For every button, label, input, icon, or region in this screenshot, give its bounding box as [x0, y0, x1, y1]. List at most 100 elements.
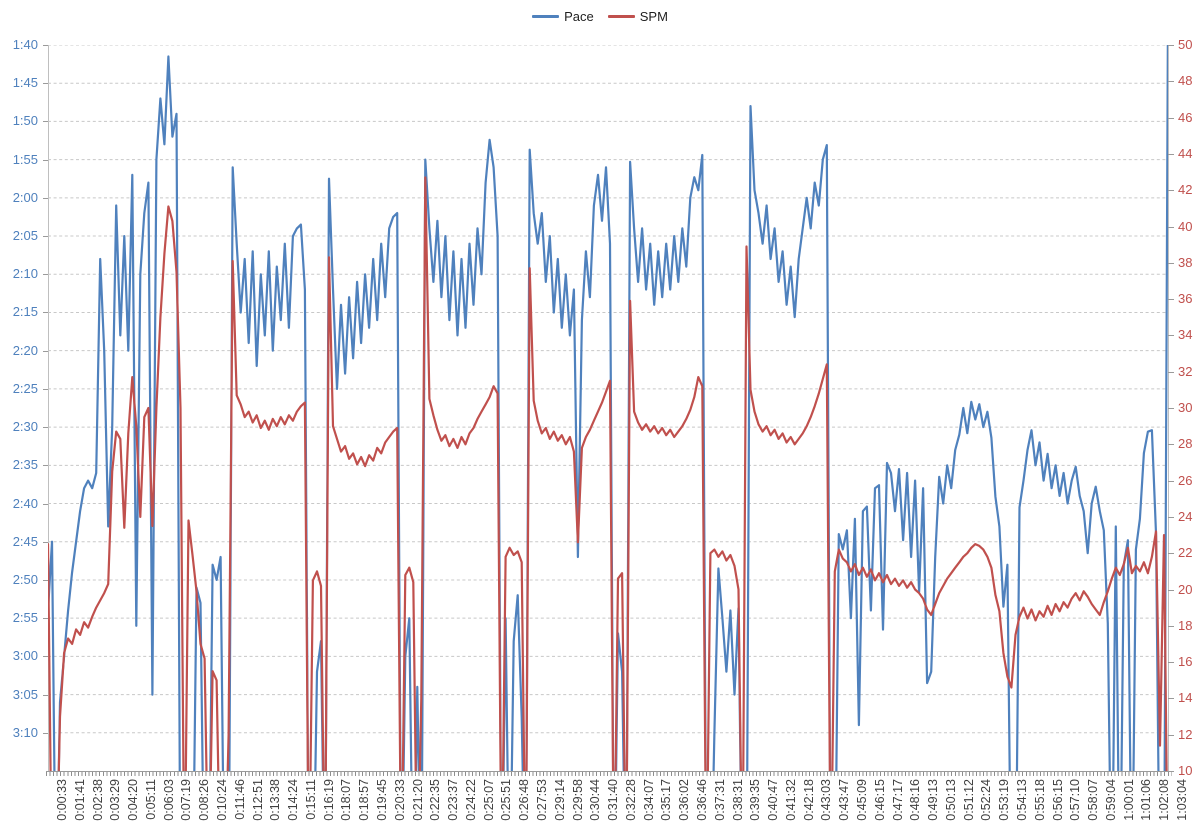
x-axis-label: 0:25:51: [499, 779, 514, 821]
x-axis-label: 0:22:35: [428, 779, 443, 821]
right-axis-tick: [1168, 734, 1174, 736]
x-axis-label: 0:45:09: [855, 779, 869, 821]
right-axis-tick: [1168, 625, 1174, 627]
x-axis-label: 0:19:45: [375, 779, 389, 821]
right-axis-label: 32: [1178, 363, 1193, 379]
x-axis-label: 0:57:10: [1068, 779, 1083, 821]
x-axis-label: 1:01:06: [1139, 779, 1154, 821]
x-axis-label: 0:26:48: [517, 779, 532, 821]
right-axis-tick: [1168, 45, 1174, 46]
right-axis-label: 36: [1178, 291, 1193, 307]
right-axis-tick: [1168, 553, 1174, 555]
right-axis-label: 44: [1178, 145, 1193, 161]
left-axis-tick: [43, 312, 48, 314]
x-axis-label: 0:42:18: [801, 779, 816, 821]
legend-item-spm[interactable]: SPM: [607, 9, 668, 24]
left-axis-tick: [43, 197, 48, 199]
x-axis-label: 0:31:40: [606, 779, 621, 821]
spm-line-sample-icon: [607, 15, 635, 18]
right-axis-tick: [1168, 480, 1174, 482]
right-axis-label: 42: [1178, 182, 1193, 198]
right-axis-label: 10: [1178, 763, 1193, 778]
left-axis-tick: [43, 83, 48, 85]
left-axis-label: 2:45: [12, 533, 38, 549]
left-axis-label: 2:05: [12, 228, 38, 244]
left-axis-tick: [43, 427, 48, 429]
right-axis-label: 38: [1178, 254, 1193, 270]
x-axis-label: 0:50:13: [943, 779, 958, 821]
series-canvas[interactable]: [48, 45, 1168, 771]
left-axis-tick: [43, 541, 48, 543]
left-axis-label: 3:10: [12, 724, 38, 740]
left-axis-label: 2:20: [12, 342, 38, 358]
x-axis-label: 0:08:26: [197, 779, 212, 821]
left-axis-label: 2:30: [12, 419, 38, 435]
left-axis-tick: [43, 732, 48, 734]
left-axis-label: 1:40: [12, 37, 38, 52]
left-axis-label: 2:50: [12, 571, 38, 587]
right-axis-label: 20: [1178, 581, 1193, 597]
x-axis-label: 0:10:24: [215, 779, 229, 821]
right-axis-tick: [1168, 81, 1174, 83]
x-axis-label: 0:06:03: [161, 779, 176, 821]
right-axis-tick: [1168, 589, 1174, 591]
x-axis-label: 0:12:51: [250, 779, 265, 821]
right-axis-tick: [1168, 153, 1174, 155]
left-axis-tick: [43, 45, 48, 46]
x-axis-label: 0:46:15: [872, 779, 887, 821]
right-axis-tick: [1168, 117, 1174, 119]
x-axis-label: 0:47:17: [890, 779, 905, 821]
x-axis-label: 0:11:46: [232, 779, 247, 820]
left-axis-label: 2:15: [12, 304, 38, 320]
x-axis-label: 0:21:20: [410, 779, 425, 821]
x-axis-label: 0:59:04: [1103, 779, 1118, 821]
right-axis-label: 26: [1178, 472, 1193, 488]
right-axis-label: 46: [1178, 109, 1193, 125]
x-axis-label: 0:39:35: [748, 779, 763, 821]
right-axis-label: 48: [1178, 73, 1193, 89]
plot-area[interactable]: [48, 45, 1168, 771]
x-axis-label: 0:07:19: [179, 779, 194, 821]
x-axis-label: 0:14:24: [286, 779, 301, 821]
x-axis-label: 0:27:53: [535, 779, 549, 821]
right-axis-tick: [1168, 299, 1174, 301]
right-axis-tick: [1168, 516, 1174, 518]
right-axis-label: 24: [1178, 508, 1193, 524]
x-axis-label: 0:30:44: [588, 779, 603, 821]
left-axis-tick: [43, 236, 48, 238]
left-axis-label: 2:10: [12, 266, 38, 282]
right-axis-tick: [1168, 262, 1174, 264]
left-axis-tick: [43, 121, 48, 123]
x-axis-label: 0:51:12: [961, 779, 976, 821]
x-axis-label: 0:13:38: [268, 779, 283, 821]
x-axis-label: 0:52:24: [979, 779, 994, 821]
left-axis-label: 1:55: [12, 151, 38, 167]
x-axis-label: 0:02:38: [90, 779, 105, 821]
left-axis-tick: [43, 503, 48, 505]
x-axis-label: 0:40:47: [766, 779, 781, 821]
x-axis-label: 0:32:28: [623, 779, 638, 821]
spm-series-line[interactable]: [48, 176, 1168, 772]
right-axis-tick: [1168, 408, 1174, 409]
left-axis-label: 1:50: [12, 113, 38, 129]
left-axis-label: 2:00: [12, 189, 38, 205]
left-axis-tick: [43, 350, 48, 352]
pace-series-line[interactable]: [48, 45, 1168, 771]
left-axis-tick: [43, 159, 48, 161]
x-axis-label: 0:00:33: [55, 779, 69, 821]
right-axis-label: 12: [1178, 726, 1193, 742]
x-axis-label: 0:29:14: [552, 779, 567, 821]
right-axis-label: 22: [1178, 545, 1193, 561]
left-axis-tick: [43, 618, 48, 620]
x-axis-label: 0:24:22: [463, 779, 478, 821]
right-axis-tick: [1168, 771, 1174, 772]
x-axis-label: 0:48:16: [908, 779, 923, 821]
x-axis-label: 0:54:13: [1015, 779, 1029, 821]
right-axis-tick: [1168, 371, 1174, 373]
x-axis-label: 0:34:07: [641, 779, 656, 821]
x-axis-label: 0:03:29: [108, 779, 123, 821]
x-axis-label: 0:58:07: [1086, 779, 1101, 821]
left-axis-label: 1:45: [12, 75, 38, 91]
x-axis-label: 1:00:01: [1121, 779, 1136, 821]
legend-item-pace[interactable]: Pace: [532, 9, 594, 24]
